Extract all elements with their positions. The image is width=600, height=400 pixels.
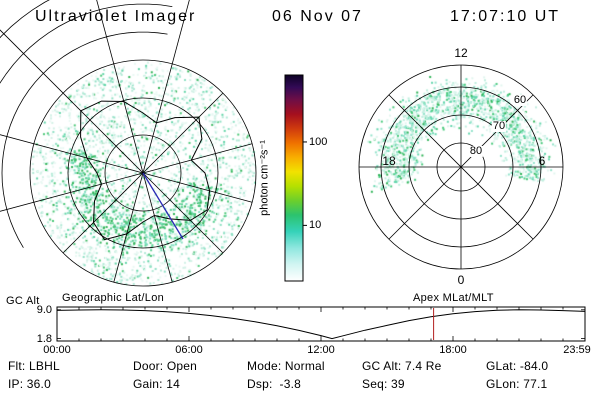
mlat-ring-label-70: 70 <box>491 120 507 132</box>
time-tick-1800: 18:00 <box>439 344 467 356</box>
mlt-label-6: 6 <box>538 154 546 168</box>
mlat-ring-label-80: 80 <box>468 145 484 157</box>
time-tick-2359: 23:59 <box>563 344 591 356</box>
header-time: 17:07:10 UT <box>450 8 561 25</box>
time-tick-0000: 00:00 <box>43 344 71 356</box>
colorbar-tick-100: 100 <box>309 135 328 148</box>
time-tick-0600: 06:00 <box>175 344 203 356</box>
status-flt: Flt: LBHL <box>8 359 60 373</box>
gc-alt-tick-high: 9.0 <box>36 303 52 316</box>
time-tick-1200: 12:00 <box>307 344 335 356</box>
status-dsp: Dsp: -3.8 <box>247 377 302 391</box>
mlt-label-12: 12 <box>454 46 468 60</box>
status-door: Door: Open <box>133 359 198 373</box>
gc-alt-axis-label: GC Alt <box>6 295 40 307</box>
status-ip: IP: 36.0 <box>8 377 51 391</box>
colorbar-tick-10: 10 <box>309 219 322 232</box>
status-glon: GLon: 77.1 <box>486 377 548 391</box>
apex-panel-label: Apex MLat/MLT <box>413 292 494 304</box>
status-gc-alt: GC Alt: 7.4 Re <box>362 359 442 373</box>
mlt-label-18: 18 <box>382 154 396 168</box>
status-glat: GLat: -84.0 <box>486 359 549 373</box>
status-mode: Mode: Normal <box>247 359 325 373</box>
header-date: 06 Nov 07 <box>272 8 363 25</box>
geographic-panel-label: Geographic Lat/Lon <box>62 292 165 304</box>
status-seq: Seq: 39 <box>362 377 405 391</box>
colorbar-unit-label: photon cm⁻²s⁻¹ <box>258 140 271 216</box>
app-title: Ultraviolet Imager <box>35 8 197 25</box>
mlt-label-0: 0 <box>457 273 465 287</box>
mlat-ring-label-60: 60 <box>512 94 528 106</box>
status-gain: Gain: 14 <box>133 377 180 391</box>
gc-alt-tick-low: 1.8 <box>36 332 52 345</box>
